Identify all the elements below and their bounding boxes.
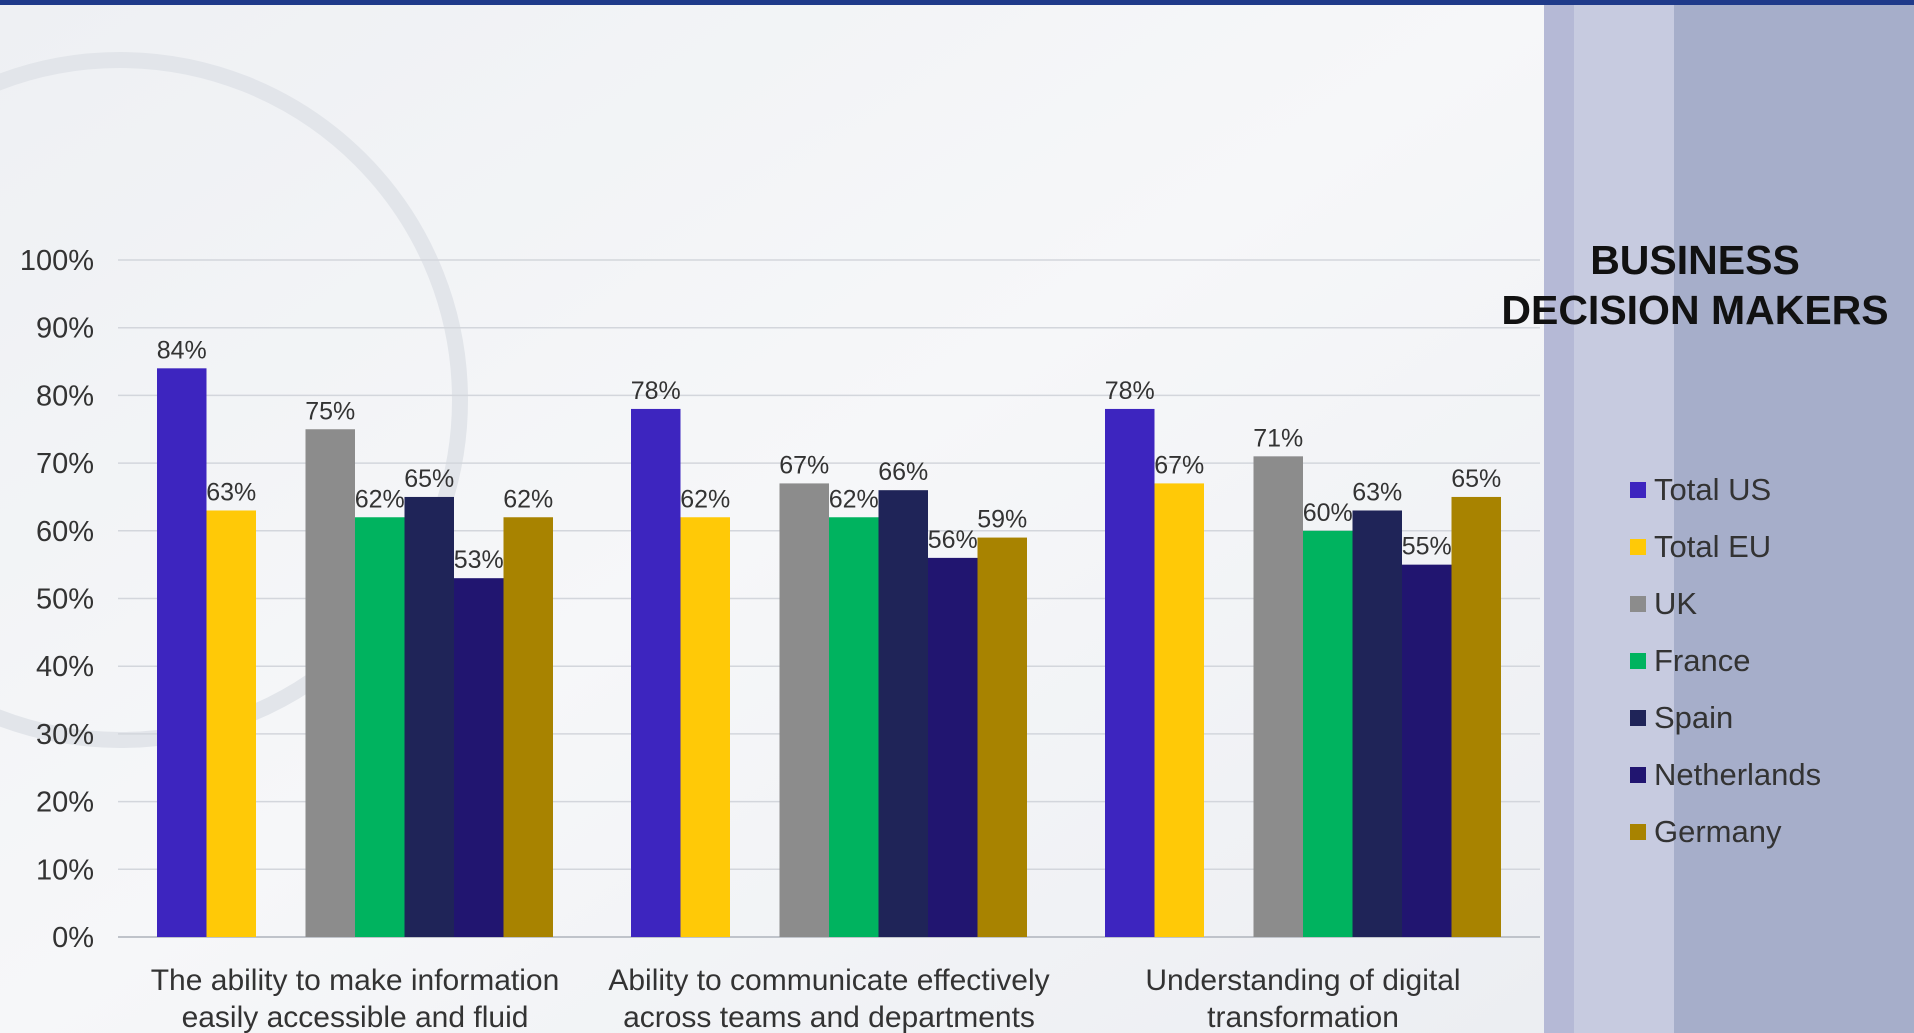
- bar: [1105, 408, 1155, 937]
- bar: [1154, 483, 1204, 937]
- data-label: 59%: [977, 506, 1027, 534]
- x-category-label: across teams and departments: [623, 1001, 1035, 1033]
- bar: [928, 557, 978, 937]
- data-label: 65%: [404, 465, 454, 493]
- legend-swatch: [1630, 596, 1646, 612]
- data-label: 62%: [680, 485, 730, 513]
- data-label: 67%: [1154, 451, 1204, 479]
- data-label: 78%: [1105, 377, 1155, 405]
- legend-label: France: [1654, 643, 1751, 678]
- y-tick-label: 0%: [52, 922, 94, 954]
- top-border-line: [0, 0, 1914, 5]
- bar: [829, 517, 879, 937]
- bar: [454, 578, 504, 937]
- data-label: 75%: [305, 397, 355, 425]
- panel-title: BUSINESS DECISION MAKERS: [1480, 235, 1910, 335]
- bar: [404, 496, 454, 937]
- data-label: 65%: [1451, 465, 1501, 493]
- legend-label: Total US: [1654, 472, 1772, 507]
- side-panel-band-mid: [1574, 0, 1674, 1033]
- data-label: 63%: [206, 478, 256, 506]
- y-tick-label: 10%: [36, 854, 94, 886]
- panel-title-line-1: BUSINESS: [1590, 237, 1800, 283]
- y-tick-label: 70%: [36, 448, 94, 480]
- data-label: 84%: [157, 336, 207, 364]
- legend-label: Spain: [1654, 700, 1734, 735]
- data-label: 71%: [1253, 424, 1303, 452]
- legend-swatch: [1630, 482, 1646, 498]
- x-category-label: Understanding of digital: [1145, 964, 1460, 997]
- bar: [1451, 496, 1501, 937]
- bar: [1352, 510, 1402, 937]
- bar: [631, 408, 681, 937]
- x-category-label: The ability to make information: [151, 964, 560, 997]
- y-tick-label: 90%: [36, 313, 94, 345]
- bar: [206, 510, 256, 937]
- data-label: 53%: [454, 546, 504, 574]
- data-label: 55%: [1402, 533, 1452, 561]
- data-label: 66%: [878, 458, 928, 486]
- y-tick-label: 40%: [36, 651, 94, 683]
- x-category-label: easily accessible and fluid: [182, 1001, 529, 1033]
- bar: [503, 517, 553, 937]
- bar: [1253, 456, 1303, 937]
- bar: [878, 490, 928, 937]
- y-tick-label: 50%: [36, 584, 94, 616]
- legend-swatch: [1630, 653, 1646, 669]
- legend-label: UK: [1654, 586, 1698, 621]
- bar: [977, 537, 1027, 937]
- data-label: 67%: [779, 451, 829, 479]
- legend-swatch: [1630, 767, 1646, 783]
- y-tick-label: 20%: [36, 787, 94, 819]
- legend-swatch: [1630, 824, 1646, 840]
- legend-label: Netherlands: [1654, 757, 1822, 792]
- bar: [1303, 530, 1353, 937]
- legend-label: Total EU: [1654, 529, 1772, 564]
- legend-label: Germany: [1654, 814, 1782, 849]
- data-label: 62%: [503, 485, 553, 513]
- data-label: 56%: [928, 526, 978, 554]
- y-tick-label: 60%: [36, 516, 94, 548]
- data-label: 62%: [355, 485, 405, 513]
- data-label: 62%: [829, 485, 879, 513]
- bar: [305, 429, 355, 937]
- bar: [355, 517, 405, 937]
- legend-swatch: [1630, 710, 1646, 726]
- bar: [1402, 564, 1452, 937]
- x-category-label: Ability to communicate effectively: [608, 964, 1049, 997]
- bar: [779, 483, 829, 937]
- data-label: 78%: [631, 377, 681, 405]
- y-tick-label: 30%: [36, 719, 94, 751]
- side-panel-band-light: [1544, 0, 1574, 1033]
- y-tick-label: 100%: [20, 245, 94, 277]
- bar: [157, 368, 207, 937]
- panel-title-line-2: DECISION MAKERS: [1501, 287, 1889, 333]
- y-tick-label: 80%: [36, 380, 94, 412]
- legend-swatch: [1630, 539, 1646, 555]
- magnifier-lens-outline: [0, 52, 468, 748]
- bar: [680, 517, 730, 937]
- data-label: 63%: [1352, 478, 1402, 506]
- x-category-label: transformation: [1207, 1001, 1399, 1033]
- data-label: 60%: [1303, 499, 1353, 527]
- side-panel-band-dark: [1674, 0, 1914, 1033]
